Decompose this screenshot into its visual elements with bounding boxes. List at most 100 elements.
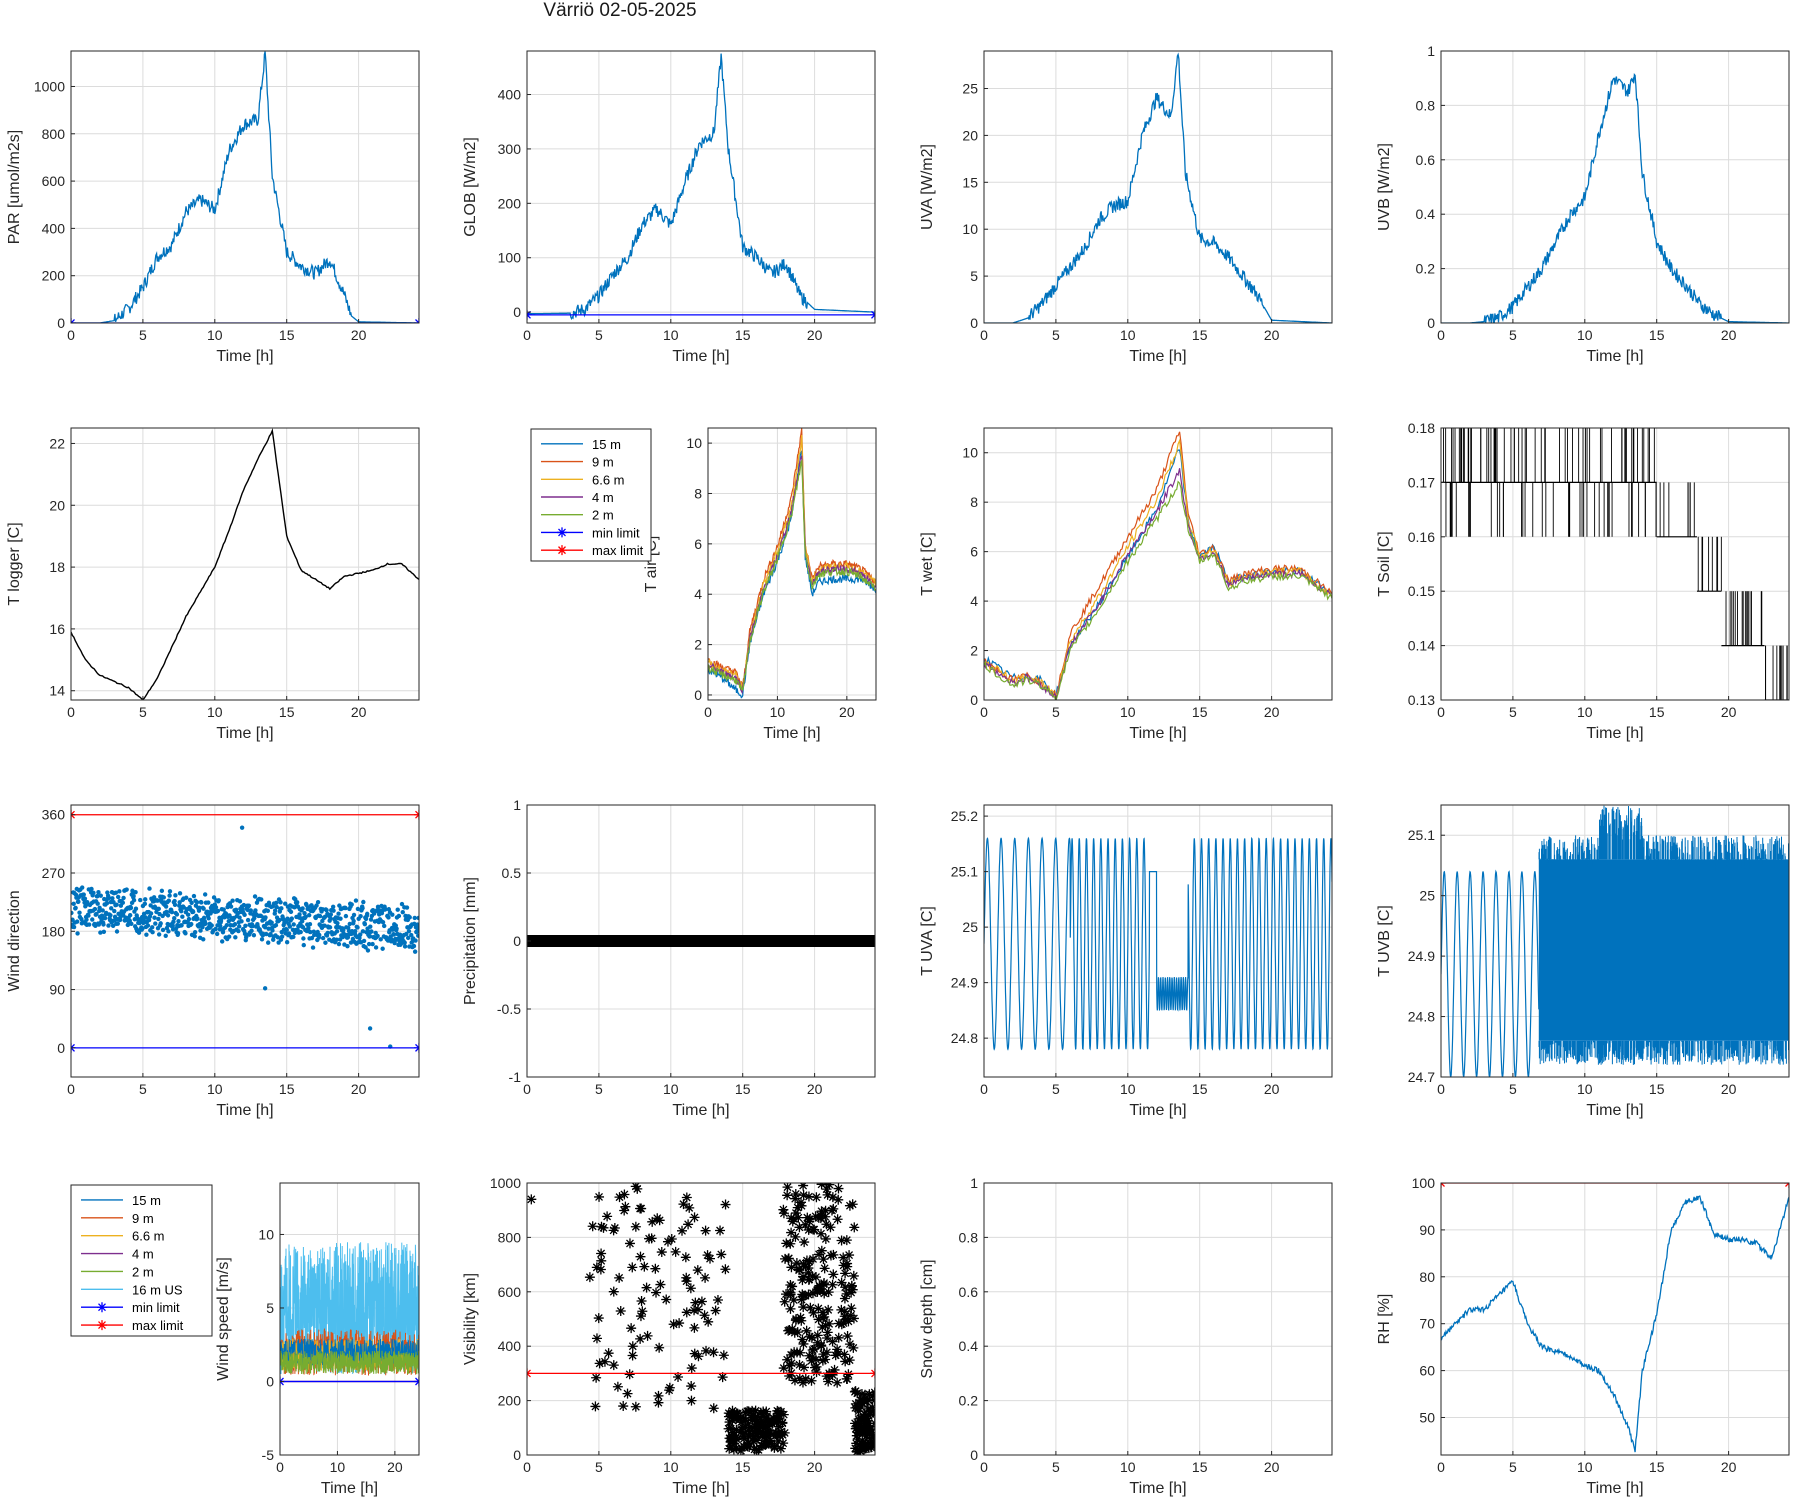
data-point: [279, 934, 285, 939]
data-point: [639, 1261, 650, 1272]
y-axis-label: Wind speed [m/s]: [215, 1257, 232, 1381]
series-line: [984, 52, 1332, 323]
data-point: [228, 904, 234, 909]
data-point: [740, 1415, 751, 1426]
plot-area: [1441, 1183, 1789, 1455]
legend-label: 2 m: [132, 1264, 154, 1279]
data-point: [868, 1430, 875, 1441]
x-tick-label: 15: [279, 327, 295, 343]
data-point: [750, 1412, 761, 1423]
data-point: [593, 1313, 604, 1324]
legend-marker: [97, 1302, 107, 1313]
data-point: [796, 1200, 807, 1211]
data-point: [127, 913, 133, 918]
data-point: [366, 941, 372, 947]
data-point: [731, 1424, 742, 1435]
data-point: [179, 923, 184, 928]
y-axis-label: GLOB [W/m2]: [462, 137, 479, 237]
data-point: [369, 929, 374, 934]
x-tick-label: 10: [1120, 1081, 1136, 1097]
y-tick-label: 25: [1419, 888, 1435, 904]
x-tick-label: 20: [807, 1081, 823, 1097]
plot-content: [984, 836, 1332, 1051]
data-point: [351, 912, 357, 918]
data-point: [785, 1303, 796, 1314]
data-point: [609, 1222, 620, 1233]
x-tick-label: 0: [1437, 1459, 1445, 1475]
y-tick-label: 100: [498, 250, 522, 266]
data-point: [811, 1192, 822, 1203]
x-tick-label: 10: [770, 704, 786, 720]
x-tick-label: 0: [704, 704, 712, 720]
data-point: [798, 1190, 809, 1201]
data-point: [789, 1375, 800, 1386]
data-point: [320, 907, 325, 912]
x-tick-label: 5: [139, 704, 147, 720]
x-tick-label: 15: [279, 704, 295, 720]
axes-frame: [1440, 427, 1790, 701]
axes-frame: [1440, 804, 1790, 1078]
series-line: [1441, 869, 1540, 1077]
legend-marker: [557, 527, 567, 538]
y-tick-label: 14: [49, 683, 65, 699]
plot-area: [984, 1183, 1332, 1455]
data-point: [825, 1222, 836, 1233]
data-point: [289, 916, 294, 921]
data-point: [608, 1286, 619, 1297]
data-point: [315, 899, 321, 905]
data-point: [161, 895, 166, 900]
x-tick-label: 10: [1577, 1459, 1593, 1475]
data-point: [185, 912, 191, 917]
chart-panel-11: 0 5 10 15 20 24.8 24.9 25 25.1 25.2 Time [h] T UVA …: [919, 804, 1333, 1119]
data-point: [308, 929, 313, 935]
data-point: [233, 935, 238, 940]
data-point: [378, 937, 383, 942]
data-point: [850, 1443, 861, 1454]
data-point: [232, 922, 238, 927]
data-point: [334, 937, 339, 942]
data-point: [195, 916, 200, 921]
x-axis-label: Time [h]: [1129, 1480, 1186, 1497]
data-point: [102, 915, 108, 921]
data-point: [839, 1293, 850, 1304]
y-axis-label: Wind direction: [6, 890, 23, 991]
data-point: [807, 1271, 818, 1282]
x-tick-label: 0: [523, 327, 531, 343]
y-tick-label: 5: [266, 1300, 274, 1316]
y-tick-label: 6: [970, 544, 978, 560]
data-point: [774, 1421, 785, 1432]
y-tick-label: 0.16: [1408, 529, 1435, 545]
y-tick-label: 5: [970, 268, 978, 284]
data-point: [322, 923, 327, 928]
y-tick-label: 2: [970, 643, 978, 659]
data-point: [866, 1436, 875, 1447]
y-axis-label: T UVB [C]: [1376, 905, 1393, 977]
x-tick-label: 15: [1192, 1459, 1208, 1475]
data-point: [806, 1355, 817, 1366]
data-point: [396, 913, 402, 919]
data-point: [724, 1443, 735, 1454]
data-point: [584, 1272, 595, 1283]
data-point: [858, 1423, 869, 1434]
data-point: [365, 948, 371, 953]
data-point: [819, 1311, 830, 1322]
data-point: [689, 1348, 700, 1359]
data-point: [395, 907, 400, 912]
axes-frame: [1440, 1182, 1790, 1456]
axes-frame: [1440, 50, 1790, 324]
data-point: [794, 1222, 805, 1233]
y-axis-label: RH [%]: [1376, 1294, 1393, 1345]
data-point: [317, 913, 323, 919]
data-point: [778, 1438, 789, 1449]
data-point: [309, 935, 315, 941]
data-point: [836, 1319, 847, 1330]
data-point: [347, 921, 352, 927]
data-point: [782, 1190, 793, 1201]
x-tick-label: 20: [1721, 327, 1737, 343]
y-tick-label: 16: [49, 621, 65, 637]
data-point: [786, 1227, 797, 1238]
y-tick-label: 0.5: [502, 865, 522, 881]
x-tick-label: 15: [1192, 1081, 1208, 1097]
data-point: [681, 1192, 692, 1203]
data-point: [779, 1296, 790, 1307]
